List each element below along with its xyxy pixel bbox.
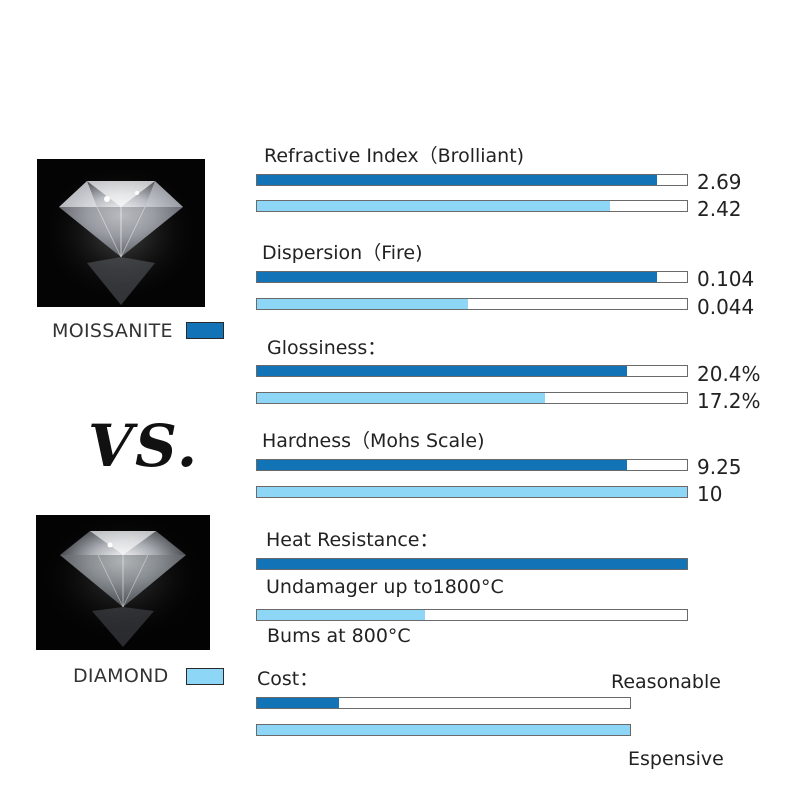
moissanite-bar (257, 559, 687, 569)
bar-track (256, 486, 688, 498)
metric-title: Hardness（Mohs Scale) (262, 430, 485, 452)
bar-track (256, 697, 631, 709)
diamond-gem-icon (36, 515, 210, 650)
moissanite-gem-icon (37, 159, 205, 307)
moissanite-gem-image (37, 159, 205, 307)
bar-track (256, 174, 688, 186)
bar-track (256, 459, 688, 471)
bar-track (256, 558, 688, 570)
bar-value-label: 2.42 (697, 197, 742, 221)
vs-label: VS. (88, 412, 200, 480)
metric-title: Heat Resistance： (266, 529, 439, 551)
bar-value-label: Espensive (628, 748, 724, 770)
bar-value-label: 17.2% (697, 389, 761, 413)
bar-track (256, 200, 688, 212)
diamond-bar (257, 725, 630, 735)
metric-title: Glossiness： (267, 337, 387, 359)
bar-track (256, 392, 688, 404)
bar-value-label: Bums at 800°C (267, 625, 411, 647)
moissanite-legend-label: MOISSANITE (52, 320, 173, 342)
bar-value-label: 9.25 (697, 455, 742, 479)
moissanite-bar (257, 175, 657, 185)
bar-track (256, 298, 688, 310)
bar-value-label: 0.104 (697, 267, 755, 291)
diamond-bar (257, 201, 610, 211)
diamond-bar (257, 393, 546, 403)
diamond-bar (257, 299, 468, 309)
bar-track (256, 271, 688, 283)
bar-value-label: Undamager up to1800°C (266, 576, 504, 598)
bar-value-label: 2.69 (697, 170, 742, 194)
moissanite-bar (257, 698, 340, 708)
diamond-bar (257, 487, 687, 497)
bar-value-label: 10 (697, 482, 723, 506)
moissanite-bar (257, 460, 627, 470)
diamond-legend-swatch (186, 668, 224, 685)
metric-title: Refractive Index（Brolliant) (264, 145, 525, 167)
diamond-legend-label: DIAMOND (73, 665, 169, 687)
moissanite-bar (257, 272, 657, 282)
moissanite-legend-swatch (186, 322, 224, 339)
bar-value-label: 0.044 (697, 295, 755, 319)
metric-title: Cost： (257, 668, 319, 690)
bar-track (256, 724, 631, 736)
bar-value-label: 20.4% (697, 362, 761, 386)
metric-title: Dispersion（Fire) (262, 242, 423, 264)
bar-track (256, 609, 688, 621)
diamond-gem-image (36, 515, 210, 650)
diamond-bar (257, 610, 425, 620)
bar-value-label: Reasonable (611, 671, 721, 693)
bar-track (256, 365, 688, 377)
moissanite-bar (257, 366, 627, 376)
